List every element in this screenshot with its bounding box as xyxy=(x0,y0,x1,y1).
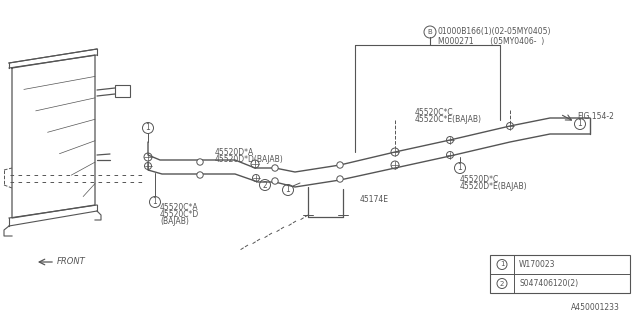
Text: FIG.154-2: FIG.154-2 xyxy=(577,112,614,121)
Text: 45520C*C: 45520C*C xyxy=(415,108,454,117)
Circle shape xyxy=(197,172,204,178)
Circle shape xyxy=(337,176,343,182)
Text: A450001233: A450001233 xyxy=(571,303,620,312)
Text: B: B xyxy=(428,29,433,35)
Text: W170023: W170023 xyxy=(519,260,556,269)
Text: 45520C*E(BAJAB): 45520C*E(BAJAB) xyxy=(415,115,482,124)
Text: 1: 1 xyxy=(500,261,504,268)
Text: S047406120(2): S047406120(2) xyxy=(519,279,578,288)
Text: 2: 2 xyxy=(262,180,268,189)
Text: 1: 1 xyxy=(285,186,291,195)
Text: FRONT: FRONT xyxy=(57,258,86,267)
Text: 1: 1 xyxy=(458,164,462,172)
Bar xyxy=(490,255,630,293)
Bar xyxy=(115,85,130,97)
Circle shape xyxy=(337,162,343,168)
Text: 45174E: 45174E xyxy=(360,195,389,204)
Circle shape xyxy=(272,178,278,184)
Text: 01000B166(1)(02-05MY0405): 01000B166(1)(02-05MY0405) xyxy=(438,27,552,36)
Text: 1: 1 xyxy=(578,119,582,129)
Text: M000271       (05MY0406-  ): M000271 (05MY0406- ) xyxy=(438,37,544,46)
Circle shape xyxy=(272,165,278,171)
Text: (BAJAB): (BAJAB) xyxy=(160,217,189,226)
Circle shape xyxy=(197,159,204,165)
Text: 45520C*D: 45520C*D xyxy=(160,210,199,219)
Text: 1: 1 xyxy=(146,124,150,132)
Text: 1: 1 xyxy=(152,197,157,206)
Text: 2: 2 xyxy=(500,281,504,286)
Text: 45520D*D(BAJAB): 45520D*D(BAJAB) xyxy=(215,155,284,164)
Text: 45520D*A: 45520D*A xyxy=(215,148,254,157)
Text: 45520D*E(BAJAB): 45520D*E(BAJAB) xyxy=(460,182,527,191)
Text: 45520D*C: 45520D*C xyxy=(460,175,499,184)
Text: 45520C*A: 45520C*A xyxy=(160,203,198,212)
